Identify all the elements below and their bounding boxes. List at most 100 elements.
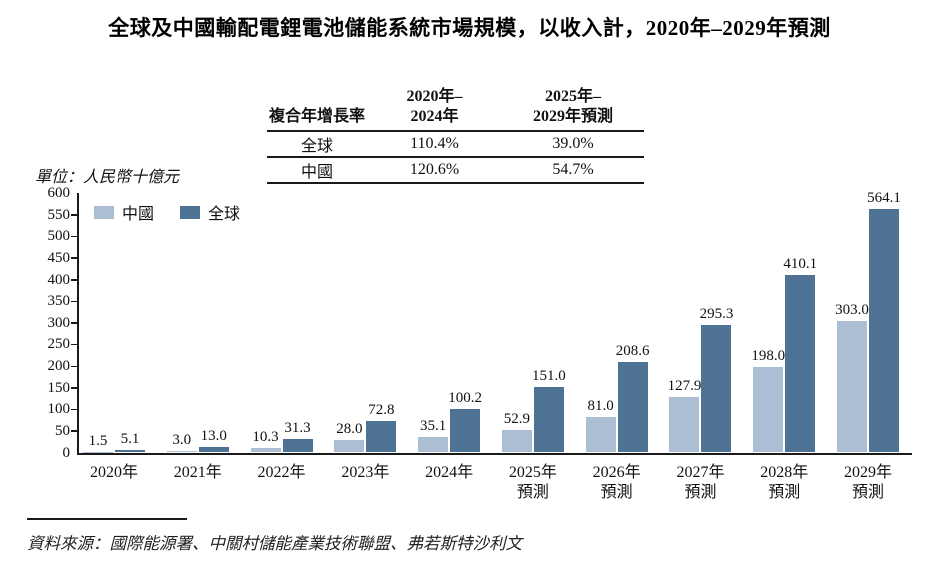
bar-value-global: 31.3	[284, 419, 311, 436]
chart-title: 全球及中國輸配電鋰電池儲能系統市場規模，以收入計，2020年–2029年預測	[108, 16, 831, 40]
cagr-value: 120.6%	[409, 161, 460, 178]
bar-value-global: 208.6	[615, 343, 650, 360]
bar-value-global: 100.2	[448, 390, 482, 407]
y-tick-label: 600	[47, 185, 71, 201]
y-tick-mark	[71, 408, 77, 411]
bar-china-2027年	[669, 397, 700, 453]
y-tick-mark	[71, 322, 77, 324]
cagr-row-label: 中國	[300, 164, 333, 181]
bar-value-china: 10.3	[252, 429, 279, 446]
source-divider	[27, 518, 187, 520]
bar-value-china: 198.0	[751, 347, 786, 364]
x-axis-label: 2023年	[341, 463, 390, 481]
bar-global-2023年	[366, 421, 397, 453]
x-axis-label: 2024年	[425, 463, 474, 481]
x-axis-label: 2022年	[257, 463, 306, 481]
legend-swatch-china	[94, 205, 114, 219]
bar-global-2021年	[198, 446, 229, 453]
y-tick-mark	[71, 257, 77, 259]
y-tick-mark	[71, 430, 77, 432]
bar-value-china: 35.1	[419, 418, 447, 435]
cagr-corner-label: 複合年增長率	[268, 108, 365, 125]
x-axis-label: 2025年 預測	[508, 463, 557, 501]
y-tick-label: 150	[47, 379, 71, 396]
y-tick-mark	[71, 387, 77, 389]
legend-label-global: 全球	[208, 206, 241, 223]
bar-china-2029年	[837, 321, 868, 453]
bar-value-global: 72.8	[368, 402, 395, 418]
x-axis-line	[77, 453, 912, 455]
source-note: 資料來源：國際能源署、中關村儲能產業技術聯盟、弗若斯特沙利文	[27, 534, 522, 553]
bar-value-global: 13.0	[200, 427, 227, 444]
cagr-value: 110.4%	[410, 135, 459, 152]
bar-value-china: 127.9	[667, 378, 702, 395]
y-axis-line	[77, 193, 79, 455]
bar-value-china: 3.0	[172, 432, 192, 449]
y-tick-label: 100	[47, 401, 71, 418]
bar-value-global: 295.3	[699, 305, 734, 322]
y-tick-label: 300	[47, 314, 71, 331]
y-tick-label: 0	[62, 444, 71, 461]
bar-global-2028年	[785, 275, 816, 453]
y-tick-label: 350	[47, 293, 71, 310]
x-axis-label: 2020年	[89, 463, 138, 481]
bar-value-global: 564.1	[867, 189, 901, 206]
bar-value-china: 303.0	[835, 302, 869, 319]
x-axis-label: 2021年	[173, 463, 222, 481]
x-axis-label: 2028年 預測	[760, 463, 809, 501]
y-tick-mark	[71, 343, 77, 346]
bar-value-china: 52.9	[503, 410, 531, 427]
unit-label: 單位：人民幣十億元	[35, 169, 180, 186]
bar-china-2026年	[585, 417, 616, 453]
y-tick-label: 400	[47, 271, 71, 288]
bar-global-2025年	[533, 387, 564, 453]
bar-china-2024年	[418, 437, 449, 453]
bar-china-2023年	[334, 440, 365, 453]
cagr-row-china: 中國 120.6% 54.7%	[267, 158, 644, 184]
bar-value-china: 1.5	[88, 432, 108, 449]
y-tick-mark	[71, 214, 77, 216]
bar-value-global: 151.0	[532, 368, 566, 385]
y-tick-label: 500	[47, 228, 71, 245]
bar-global-2022年	[282, 438, 313, 453]
cagr-table-header: 複合年增長率 2020年– 2024年 2025年– 2029年預測	[267, 87, 644, 132]
chart-legend: 中國 全球	[94, 200, 258, 224]
legend-swatch-global	[180, 205, 201, 219]
y-tick-label: 200	[47, 358, 71, 374]
bar-global-2026年	[617, 362, 648, 453]
bar-global-2029年	[869, 208, 900, 453]
cagr-value: 54.7%	[552, 161, 594, 178]
cagr-row-global: 全球 110.4% 39.0%	[267, 132, 644, 158]
bar-global-2024年	[450, 409, 481, 453]
bar-value-global: 5.1	[120, 431, 140, 448]
cagr-col-header-1: 2020年– 2024年	[406, 88, 463, 125]
bar-global-2027年	[701, 324, 732, 453]
bar-value-global: 410.1	[783, 256, 818, 273]
x-axis-label: 2026年 預測	[592, 463, 641, 501]
bar-china-2028年	[753, 366, 784, 453]
y-tick-mark	[71, 365, 77, 367]
x-axis-label: 2027年 預測	[676, 463, 725, 501]
bar-value-china: 81.0	[587, 398, 614, 415]
y-tick-label: 550	[47, 206, 71, 223]
bar-china-2025年	[501, 429, 532, 453]
bar-global-2020年	[115, 450, 145, 453]
bar-value-china: 28.0	[336, 421, 363, 438]
cagr-col-header-2: 2025年– 2029年預測	[532, 88, 613, 125]
y-tick-label: 50	[55, 422, 70, 439]
y-tick-mark	[71, 235, 77, 238]
y-tick-mark	[71, 279, 77, 281]
legend-label-china: 中國	[122, 206, 155, 223]
bar-china-2020年	[83, 451, 113, 453]
cagr-value: 39.0%	[552, 135, 594, 152]
cagr-row-label: 全球	[300, 138, 333, 155]
x-axis-label: 2029年 預測	[844, 463, 893, 501]
y-tick-label: 450	[47, 249, 71, 266]
bar-china-2021年	[166, 451, 197, 453]
cagr-table: 複合年增長率 2020年– 2024年 2025年– 2029年預測 全球 11…	[267, 87, 644, 184]
y-tick-mark	[71, 300, 77, 303]
bar-china-2022年	[250, 448, 281, 453]
y-tick-label: 250	[47, 336, 71, 353]
